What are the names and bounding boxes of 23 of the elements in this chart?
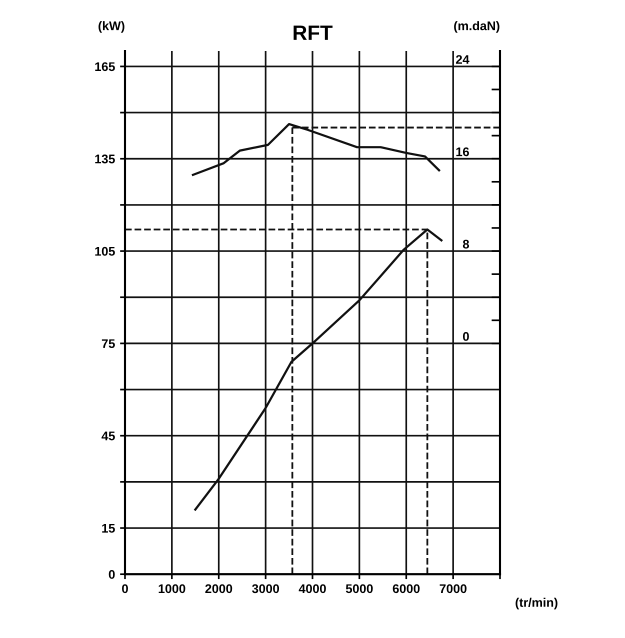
y2-tick-label: 24 — [456, 55, 470, 64]
y-tick-label: 15 — [102, 524, 115, 533]
y2-tick-label: 8 — [462, 240, 470, 249]
y-tick-label: 45 — [102, 432, 115, 440]
x-tick-label: 1000 — [158, 584, 186, 594]
y-tick-label: 105 — [95, 246, 115, 256]
y-tick-label: 0 — [108, 570, 115, 579]
y2-tick-label: 0 — [462, 332, 469, 341]
y-tick-label: 135 — [95, 154, 115, 164]
y-tick-label: 75 — [102, 339, 115, 348]
x-axis-title: (tr/min) — [516, 598, 558, 610]
chart-title: RFT — [294, 26, 333, 40]
x-tick-label: 7000 — [440, 584, 467, 594]
y2-axis-title: (m.daN) — [454, 21, 500, 33]
x-tick-label: 3000 — [252, 584, 280, 594]
x-tick-label: 2000 — [205, 584, 232, 594]
x-tick-label: 4000 — [298, 584, 326, 594]
x-tick-label: 5000 — [346, 584, 373, 594]
x-tick-label: 6000 — [392, 584, 420, 594]
y-axis-title: (kW) — [98, 21, 124, 33]
x-tick-label: 0 — [122, 584, 128, 594]
y2-tick-label: 16 — [456, 147, 469, 156]
y-tick-label: 165 — [95, 62, 115, 72]
